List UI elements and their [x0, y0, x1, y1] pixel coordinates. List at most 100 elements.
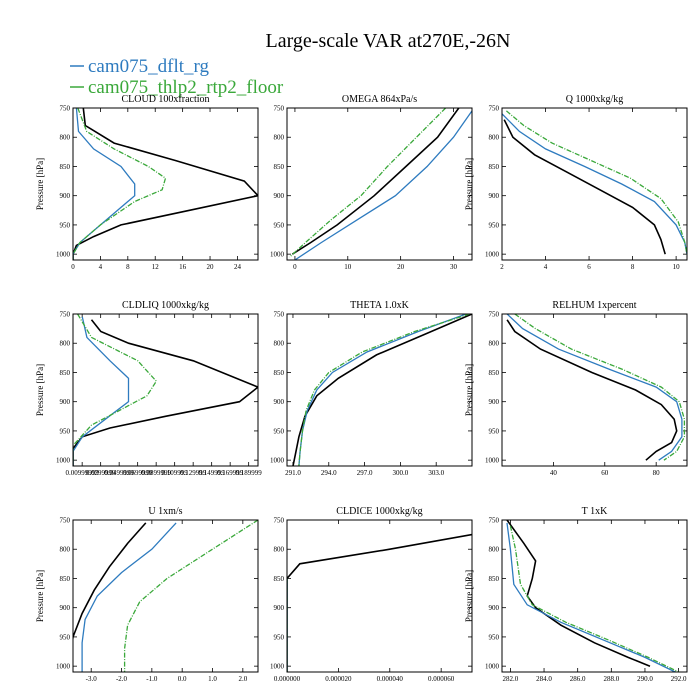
x-tick-label: 24 — [234, 263, 242, 271]
series-line-1 — [292, 314, 472, 466]
y-tick-label: 750 — [60, 105, 71, 113]
y-tick-label: 900 — [60, 192, 71, 200]
panel-title: CLDICE 1000xkg/kg — [336, 506, 422, 517]
y-tick-label: 1000 — [270, 251, 285, 259]
y-tick-label: 850 — [60, 575, 71, 583]
x-tick-label: 0.0 — [178, 675, 187, 683]
panel-title: CLOUD 100xfraction — [121, 94, 209, 105]
x-tick-label: 16 — [179, 263, 187, 271]
series-line-3 — [123, 520, 258, 672]
y-tick-label: 950 — [60, 427, 71, 435]
x-tick-label: 0.000020 — [325, 675, 352, 683]
panel-title: T 1xK — [582, 506, 608, 517]
y-tick-label: 900 — [489, 398, 500, 406]
x-tick-label: 284.0 — [536, 675, 552, 683]
y-tick-label: 750 — [60, 311, 71, 319]
x-tick-label: 0.169999 — [217, 469, 244, 477]
x-tick-label: 0.0299999 — [86, 469, 116, 477]
panel-title: CLDLIQ 1000xkg/kg — [122, 300, 209, 311]
y-tick-label: 750 — [274, 105, 285, 113]
panel-title: THETA 1.0xK — [350, 300, 409, 311]
x-tick-label: 297.0 — [357, 469, 373, 477]
plot-frame — [501, 313, 688, 467]
x-tick-label: 286.0 — [570, 675, 586, 683]
x-tick-label: 0.109999 — [162, 469, 189, 477]
x-tick-label: 10 — [673, 263, 681, 271]
series-line-2 — [73, 316, 130, 466]
panel-7: U 1xm/s Pressure [hPa] 750 800 850 900 950 1000… — [35, 506, 259, 683]
y-tick-label: 1000 — [485, 663, 500, 671]
y-tick-label: 800 — [489, 340, 500, 348]
plot-frame — [286, 313, 473, 467]
series-line-3 — [73, 108, 167, 260]
x-tick-label: 0 — [293, 263, 297, 271]
x-tick-label: -3.0 — [86, 675, 98, 683]
y-tick-label: 1000 — [270, 663, 285, 671]
y-tick-label: 1000 — [56, 663, 71, 671]
y-tick-label: 1000 — [56, 457, 71, 465]
series-line-3 — [505, 110, 687, 255]
series-line-1 — [506, 520, 651, 667]
y-tick-label: 850 — [489, 163, 500, 171]
y-tick-label: 900 — [60, 398, 71, 406]
series-group — [289, 108, 472, 260]
x-tick-label: 0.149999 — [199, 469, 226, 477]
panel-title: Q 1000xkg/kg — [566, 94, 624, 105]
y-tick-label: 850 — [489, 575, 500, 583]
series-group — [73, 108, 258, 260]
x-tick-label: 20 — [397, 263, 405, 271]
y-tick-label: 900 — [274, 604, 285, 612]
plot-frame — [72, 519, 259, 673]
x-tick-label: 290.0 — [637, 675, 653, 683]
x-tick-label: 0.000060 — [428, 675, 455, 683]
y-tick-label: 950 — [274, 427, 285, 435]
panel-4: CLDLIQ 1000xkg/kg Pressure [hPa] 750 800 850… — [35, 300, 262, 477]
x-tick-label: 0.00999999 — [66, 469, 100, 477]
series-line-2 — [506, 522, 676, 672]
y-tick-label: 1000 — [270, 457, 285, 465]
y-tick-label: 800 — [274, 546, 285, 554]
series-line-3 — [298, 314, 470, 466]
y-tick-label: 950 — [489, 633, 500, 641]
y-tick-label: 1000 — [485, 457, 500, 465]
plot-frame — [501, 107, 688, 261]
series-line-2 — [502, 113, 687, 255]
series-line-3 — [289, 108, 447, 258]
panel-8: CLDICE 1000xkg/kg 750 800 850 900 950 1000 0.00… — [270, 506, 473, 683]
y-tick-label: 800 — [489, 134, 500, 142]
series-line-1 — [287, 533, 472, 672]
panel-1: CLOUD 100xfraction Pressure [hPa] 750 800 85… — [35, 94, 259, 271]
x-tick-label: 60 — [601, 469, 609, 477]
y-tick-label: 800 — [60, 340, 71, 348]
x-tick-label: 2.0 — [238, 675, 247, 683]
x-tick-label: 0.000040 — [377, 675, 404, 683]
series-group — [292, 314, 472, 466]
series-group — [73, 520, 258, 672]
y-tick-label: 850 — [274, 575, 285, 583]
y-tick-label: 750 — [489, 517, 500, 525]
x-tick-label: 0.0699999 — [123, 469, 153, 477]
figure-title: Large-scale VAR at270E,-26N — [266, 30, 511, 52]
y-tick-label: 850 — [60, 163, 71, 171]
y-tick-label: 800 — [489, 546, 500, 554]
x-tick-label: 8 — [631, 263, 635, 271]
x-tick-label: 4 — [99, 263, 103, 271]
y-axis-label: Pressure [hPa] — [464, 158, 474, 210]
x-tick-label: 30 — [450, 263, 458, 271]
x-tick-label: 0.129999 — [180, 469, 207, 477]
y-tick-label: 900 — [274, 398, 285, 406]
y-tick-label: 950 — [274, 221, 285, 229]
series-line-2 — [294, 110, 472, 260]
x-tick-label: 12 — [152, 263, 160, 271]
x-tick-label: -1.0 — [146, 675, 158, 683]
x-tick-label: 2 — [500, 263, 504, 271]
series-line-1 — [503, 119, 666, 255]
legend-label-dflt: cam075_dflt_rg — [88, 56, 210, 77]
y-tick-label: 950 — [489, 221, 500, 229]
x-tick-label: 10 — [344, 263, 352, 271]
x-tick-label: -2.0 — [116, 675, 128, 683]
y-tick-label: 800 — [274, 340, 285, 348]
y-tick-label: 750 — [274, 311, 285, 319]
series-line-3 — [509, 525, 679, 672]
